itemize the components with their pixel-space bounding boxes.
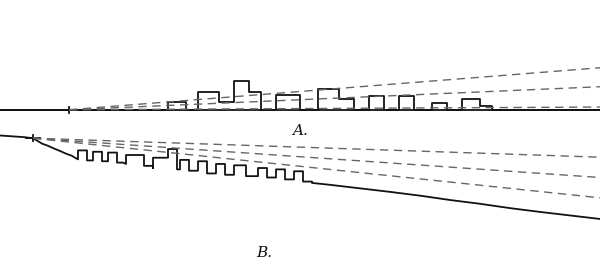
Text: B.: B. [256,246,272,260]
Text: A.: A. [292,124,308,138]
